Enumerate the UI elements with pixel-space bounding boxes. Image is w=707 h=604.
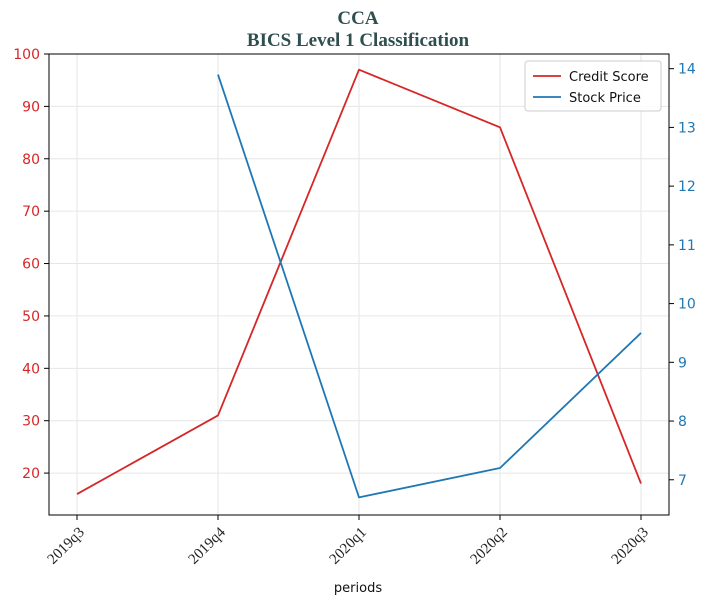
left-tick-label: 90 xyxy=(22,99,40,115)
right-tick-label: 12 xyxy=(678,179,696,195)
right-tick-label: 14 xyxy=(678,62,696,78)
legend-box xyxy=(524,60,662,112)
right-tick-label: 10 xyxy=(678,297,696,313)
series-line-stock-price xyxy=(217,74,642,499)
right-axis: 7 8 9 10 11 12 13 14 xyxy=(669,62,696,489)
grid xyxy=(49,53,669,515)
x-axis-label: periods xyxy=(334,581,382,596)
x-tick-label: 2019q4 xyxy=(186,524,229,567)
series-line-credit-score xyxy=(76,68,642,495)
left-tick-label: 40 xyxy=(22,361,40,377)
left-tick-label: 80 xyxy=(22,152,40,168)
left-tick-label: 20 xyxy=(22,466,40,482)
right-tick-label: 9 xyxy=(678,355,687,371)
right-tick-label: 13 xyxy=(678,120,696,136)
right-tick-label: 7 xyxy=(678,473,687,489)
x-tick-label: 2020q1 xyxy=(327,525,370,568)
left-tick-label: 50 xyxy=(22,309,40,325)
legend: Credit Score Stock Price xyxy=(524,60,662,112)
right-tick-label: 11 xyxy=(678,238,696,254)
left-axis: 20 30 40 50 60 70 80 90 100 xyxy=(13,47,49,482)
series-layer xyxy=(76,68,642,499)
right-tick-label: 8 xyxy=(678,414,687,430)
left-tick-label: 30 xyxy=(22,414,40,430)
x-axis: 2019q3 2019q4 2020q1 2020q2 2020q3 xyxy=(45,515,652,568)
left-tick-label: 70 xyxy=(22,204,40,220)
left-tick-label: 60 xyxy=(22,257,40,273)
legend-label: Stock Price xyxy=(569,91,641,106)
x-tick-label: 2019q3 xyxy=(45,525,88,568)
x-tick-label: 2020q3 xyxy=(609,525,652,568)
legend-label: Credit Score xyxy=(569,70,649,85)
chart-subtitle: BICS Level 1 Classification xyxy=(247,30,470,51)
left-tick-label: 100 xyxy=(13,47,40,63)
chart-title: CCA xyxy=(337,8,378,29)
x-tick-label: 2020q2 xyxy=(468,525,511,568)
